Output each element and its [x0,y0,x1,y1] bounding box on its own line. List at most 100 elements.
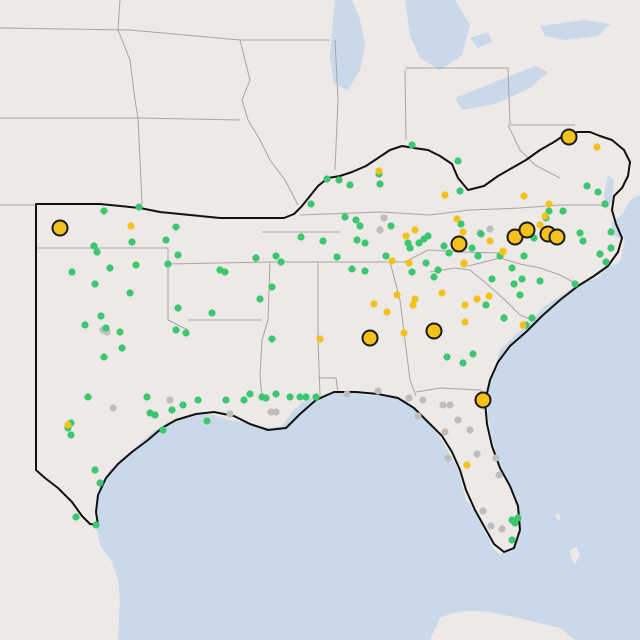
large-yellow-marker[interactable] [450,235,468,253]
green-marker[interactable] [516,291,524,299]
gray-marker[interactable] [441,428,449,436]
green-marker[interactable] [579,237,587,245]
gray-marker[interactable] [492,454,500,462]
green-marker[interactable] [518,275,526,283]
yellow-marker[interactable] [463,461,471,469]
green-marker[interactable] [222,396,230,404]
green-marker[interactable] [268,335,276,343]
gray-marker[interactable] [419,396,427,404]
green-marker[interactable] [454,157,462,165]
green-marker[interactable] [91,280,99,288]
green-marker[interactable] [361,239,369,247]
yellow-marker[interactable] [405,259,413,267]
green-marker[interactable] [106,264,114,272]
green-marker[interactable] [162,236,170,244]
green-marker[interactable] [440,242,448,250]
yellow-marker[interactable] [438,289,446,297]
gray-marker[interactable] [473,450,481,458]
green-marker[interactable] [424,232,432,240]
green-marker[interactable] [511,519,519,527]
yellow-marker[interactable] [388,257,396,265]
green-marker[interactable] [307,200,315,208]
green-marker[interactable] [116,328,124,336]
green-marker[interactable] [422,259,430,267]
green-marker[interactable] [594,188,602,196]
green-marker[interactable] [182,329,190,337]
green-marker[interactable] [208,309,216,317]
large-yellow-marker[interactable] [474,391,492,409]
green-marker[interactable] [583,182,591,190]
green-marker[interactable] [91,466,99,474]
green-marker[interactable] [459,359,467,367]
green-marker[interactable] [601,200,609,208]
yellow-marker[interactable] [383,308,391,316]
green-marker[interactable] [576,229,584,237]
yellow-marker[interactable] [459,228,467,236]
green-marker[interactable] [335,176,343,184]
green-marker[interactable] [164,260,172,268]
yellow-marker[interactable] [593,143,601,151]
gray-marker[interactable] [414,412,422,420]
green-marker[interactable] [159,426,167,434]
green-marker[interactable] [92,521,100,529]
gray-marker[interactable] [374,387,382,395]
green-marker[interactable] [240,396,248,404]
green-marker[interactable] [221,268,229,276]
green-marker[interactable] [174,304,182,312]
gray-marker[interactable] [486,225,494,233]
yellow-marker[interactable] [541,212,549,220]
yellow-marker[interactable] [375,167,383,175]
green-marker[interactable] [361,267,369,275]
yellow-marker[interactable] [409,301,417,309]
green-marker[interactable] [443,353,451,361]
green-marker[interactable] [382,252,390,260]
yellow-marker[interactable] [536,221,544,229]
yellow-marker[interactable] [473,295,481,303]
gray-marker[interactable] [226,410,234,418]
green-marker[interactable] [430,273,438,281]
large-yellow-marker[interactable] [518,221,536,239]
green-marker[interactable] [602,258,610,266]
green-marker[interactable] [297,233,305,241]
green-marker[interactable] [272,252,280,260]
yellow-marker[interactable] [486,237,494,245]
green-marker[interactable] [179,401,187,409]
green-marker[interactable] [508,264,516,272]
green-marker[interactable] [469,350,477,358]
gray-marker[interactable] [376,226,384,234]
large-yellow-marker[interactable] [51,219,69,237]
yellow-marker[interactable] [545,200,553,208]
yellow-marker[interactable] [402,232,410,240]
green-marker[interactable] [559,207,567,215]
yellow-marker[interactable] [127,222,135,230]
green-marker[interactable] [172,326,180,334]
green-marker[interactable] [286,393,294,401]
green-marker[interactable] [100,207,108,215]
green-marker[interactable] [172,223,180,231]
green-marker[interactable] [302,393,310,401]
green-marker[interactable] [67,431,75,439]
green-marker[interactable] [596,250,604,258]
gray-marker[interactable] [479,507,487,515]
green-marker[interactable] [246,390,254,398]
yellow-marker[interactable] [393,291,401,299]
gray-marker[interactable] [343,390,351,398]
green-marker[interactable] [323,175,331,183]
green-marker[interactable] [277,258,285,266]
yellow-marker[interactable] [400,329,408,337]
gray-marker[interactable] [498,525,506,533]
large-yellow-marker[interactable] [425,322,443,340]
green-marker[interactable] [445,249,453,257]
green-marker[interactable] [132,261,140,269]
yellow-marker[interactable] [461,318,469,326]
green-marker[interactable] [500,314,508,322]
green-marker[interactable] [482,301,490,309]
yellow-marker[interactable] [453,215,461,223]
gray-marker[interactable] [487,522,495,530]
green-marker[interactable] [571,280,579,288]
green-marker[interactable] [408,268,416,276]
large-yellow-marker[interactable] [361,329,379,347]
green-marker[interactable] [319,237,327,245]
